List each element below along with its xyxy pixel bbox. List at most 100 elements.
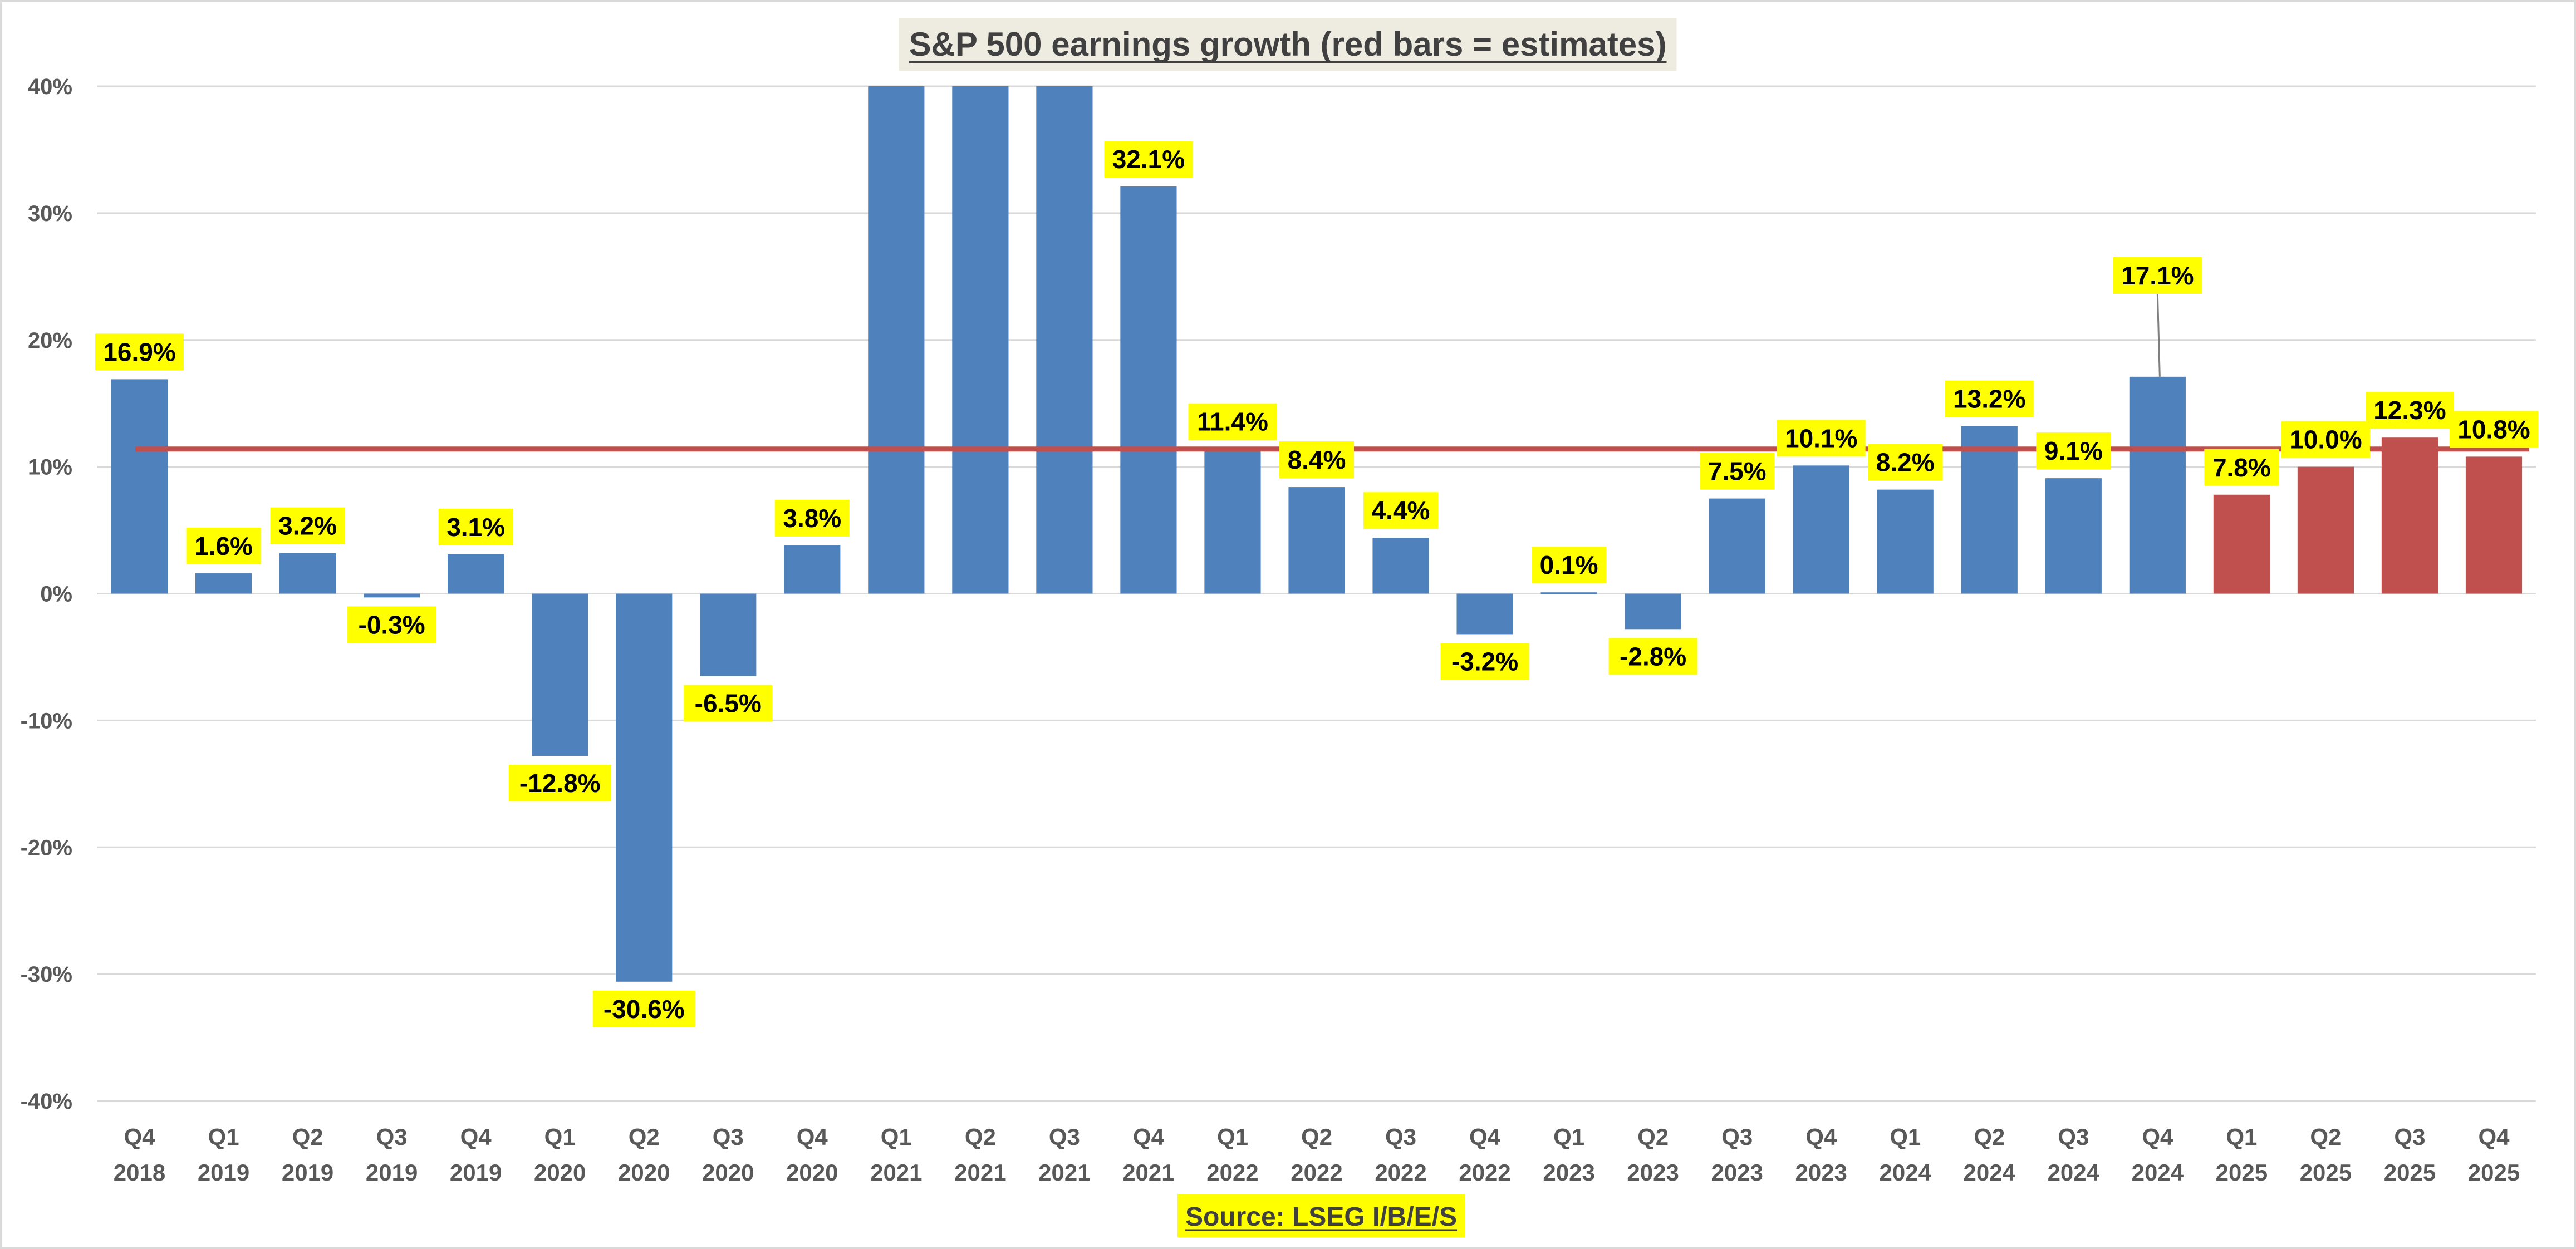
data-label: 8.2%: [1876, 448, 1935, 477]
x-tick-quarter: Q2: [629, 1124, 660, 1150]
x-tick-year: 2018: [114, 1159, 165, 1186]
y-tick-label: 40%: [28, 75, 72, 99]
title-group: S&P 500 earnings growth (red bars = esti…: [899, 18, 1677, 71]
x-tick-year: 2023: [1711, 1159, 1763, 1186]
data-label: 10.8%: [2457, 415, 2530, 444]
data-label: -12.8%: [519, 769, 601, 798]
actual-bar: [1961, 426, 2018, 594]
data-label-background: [684, 685, 773, 722]
data-label-background: [186, 528, 261, 565]
data-label: 3.2%: [278, 512, 337, 540]
data-label: 3.8%: [783, 504, 841, 533]
data-label: 16.9%: [103, 337, 175, 366]
actual-bar: [1793, 465, 1849, 594]
data-labels: 16.9% 1.6% 3.2% -0.3% 3.1% -12.8% -30.6% -6.5% 3…: [95, 141, 2538, 1027]
data-label-background: [2449, 411, 2538, 448]
x-tick-quarter: Q1: [1890, 1124, 1921, 1150]
data-label-background: [438, 508, 513, 545]
x-tick-year: 2025: [2300, 1159, 2352, 1186]
estimate-bar: [2465, 456, 2523, 594]
data-label: -6.5%: [695, 689, 762, 718]
actual-bar: [1288, 487, 1345, 594]
bars: [111, 86, 2523, 982]
actual-bar: [111, 379, 168, 594]
actual-bar: [1625, 593, 1681, 630]
x-tick-year: 2023: [1795, 1159, 1847, 1186]
actual-bar: [1204, 449, 1261, 594]
actual-bar: [784, 545, 841, 594]
x-tick-quarter: Q4: [1133, 1124, 1165, 1150]
x-tick-quarter: Q4: [1469, 1124, 1501, 1150]
x-tick-quarter: Q4: [2478, 1124, 2510, 1150]
data-label-background: [1440, 643, 1529, 680]
x-tick-quarter: Q2: [1974, 1124, 2005, 1150]
data-label-background: [1363, 492, 1439, 529]
x-tick-year: 2023: [1543, 1159, 1594, 1186]
data-label-background: [2036, 432, 2111, 470]
x-tick-quarter: Q2: [1301, 1124, 1332, 1150]
data-label: 7.8%: [2212, 453, 2271, 482]
axes: 40% 30% 20% 10% 0% -10% -20% -30% -40% Q4 2018 Q1 20…: [21, 75, 2520, 1186]
y-tick-label: 20%: [28, 328, 72, 353]
x-tick-quarter: Q4: [797, 1124, 828, 1150]
data-label: 11.4%: [1197, 407, 1268, 436]
x-tick-quarter: Q4: [460, 1124, 492, 1150]
x-tick-year: 2019: [366, 1159, 418, 1186]
x-tick-quarter: Q4: [1805, 1124, 1837, 1150]
x-tick-year: 2025: [2468, 1159, 2520, 1186]
actual-bar: [1456, 593, 1513, 635]
data-label-background: [1279, 441, 1354, 479]
x-tick-quarter: Q1: [1217, 1124, 1248, 1150]
x-tick-year: 2025: [2216, 1159, 2268, 1186]
data-label-background: [592, 990, 695, 1027]
actual-bar: [2129, 376, 2186, 594]
x-tick-year: 2020: [618, 1159, 670, 1186]
actual-bar: [868, 86, 925, 594]
gridlines: [97, 85, 2536, 1102]
x-tick-year: 2021: [954, 1159, 1006, 1186]
data-label-background: [1700, 453, 1775, 490]
data-label-background: [1868, 444, 1943, 481]
x-tick-quarter: Q4: [2142, 1124, 2173, 1150]
data-label: 10.0%: [2289, 425, 2362, 454]
x-tick-quarter: Q2: [292, 1124, 323, 1150]
actual-bar: [532, 593, 588, 756]
actual-bar: [195, 573, 252, 594]
actual-bar: [1877, 489, 1934, 594]
x-tick-year: 2020: [702, 1159, 754, 1186]
actual-bar: [1120, 186, 1177, 594]
data-label-background: [1945, 380, 2034, 417]
x-tick-quarter: Q1: [1553, 1124, 1584, 1150]
data-label-background: [1532, 547, 1607, 584]
actual-bar: [448, 554, 504, 594]
y-tick-label: 10%: [28, 455, 72, 480]
data-label: -3.2%: [1451, 647, 1518, 676]
actual-bar: [1036, 86, 1093, 594]
x-tick-year: 2024: [1964, 1159, 2016, 1186]
x-tick-quarter: Q4: [124, 1124, 156, 1150]
x-tick-quarter: Q3: [1049, 1124, 1080, 1150]
x-tick-year: 2022: [1375, 1159, 1426, 1186]
actual-bar: [616, 593, 673, 982]
x-tick-quarter: Q3: [1385, 1124, 1416, 1150]
estimate-bar: [2213, 494, 2270, 594]
data-label: 4.4%: [1372, 496, 1430, 525]
data-label-background: [774, 499, 850, 537]
y-tick-label: 30%: [28, 201, 72, 226]
data-label: 1.6%: [194, 532, 253, 560]
y-tick-label: 0%: [40, 582, 72, 607]
data-label-background: [347, 606, 436, 643]
source-group: Source: LSEG I/B/E/S: [1177, 1194, 1465, 1237]
actual-bar: [1540, 592, 1597, 594]
x-tick-quarter: Q2: [1637, 1124, 1669, 1150]
data-label-background: [508, 765, 611, 802]
x-tick-quarter: Q3: [376, 1124, 408, 1150]
y-tick-label: -40%: [21, 1089, 72, 1114]
x-tick-quarter: Q3: [1721, 1124, 1753, 1150]
x-tick-year: 2025: [2384, 1159, 2436, 1186]
data-label: 10.1%: [1785, 424, 1857, 453]
x-tick-year: 2019: [282, 1159, 333, 1186]
chart-title: S&P 500 earnings growth (red bars = esti…: [909, 26, 1666, 63]
